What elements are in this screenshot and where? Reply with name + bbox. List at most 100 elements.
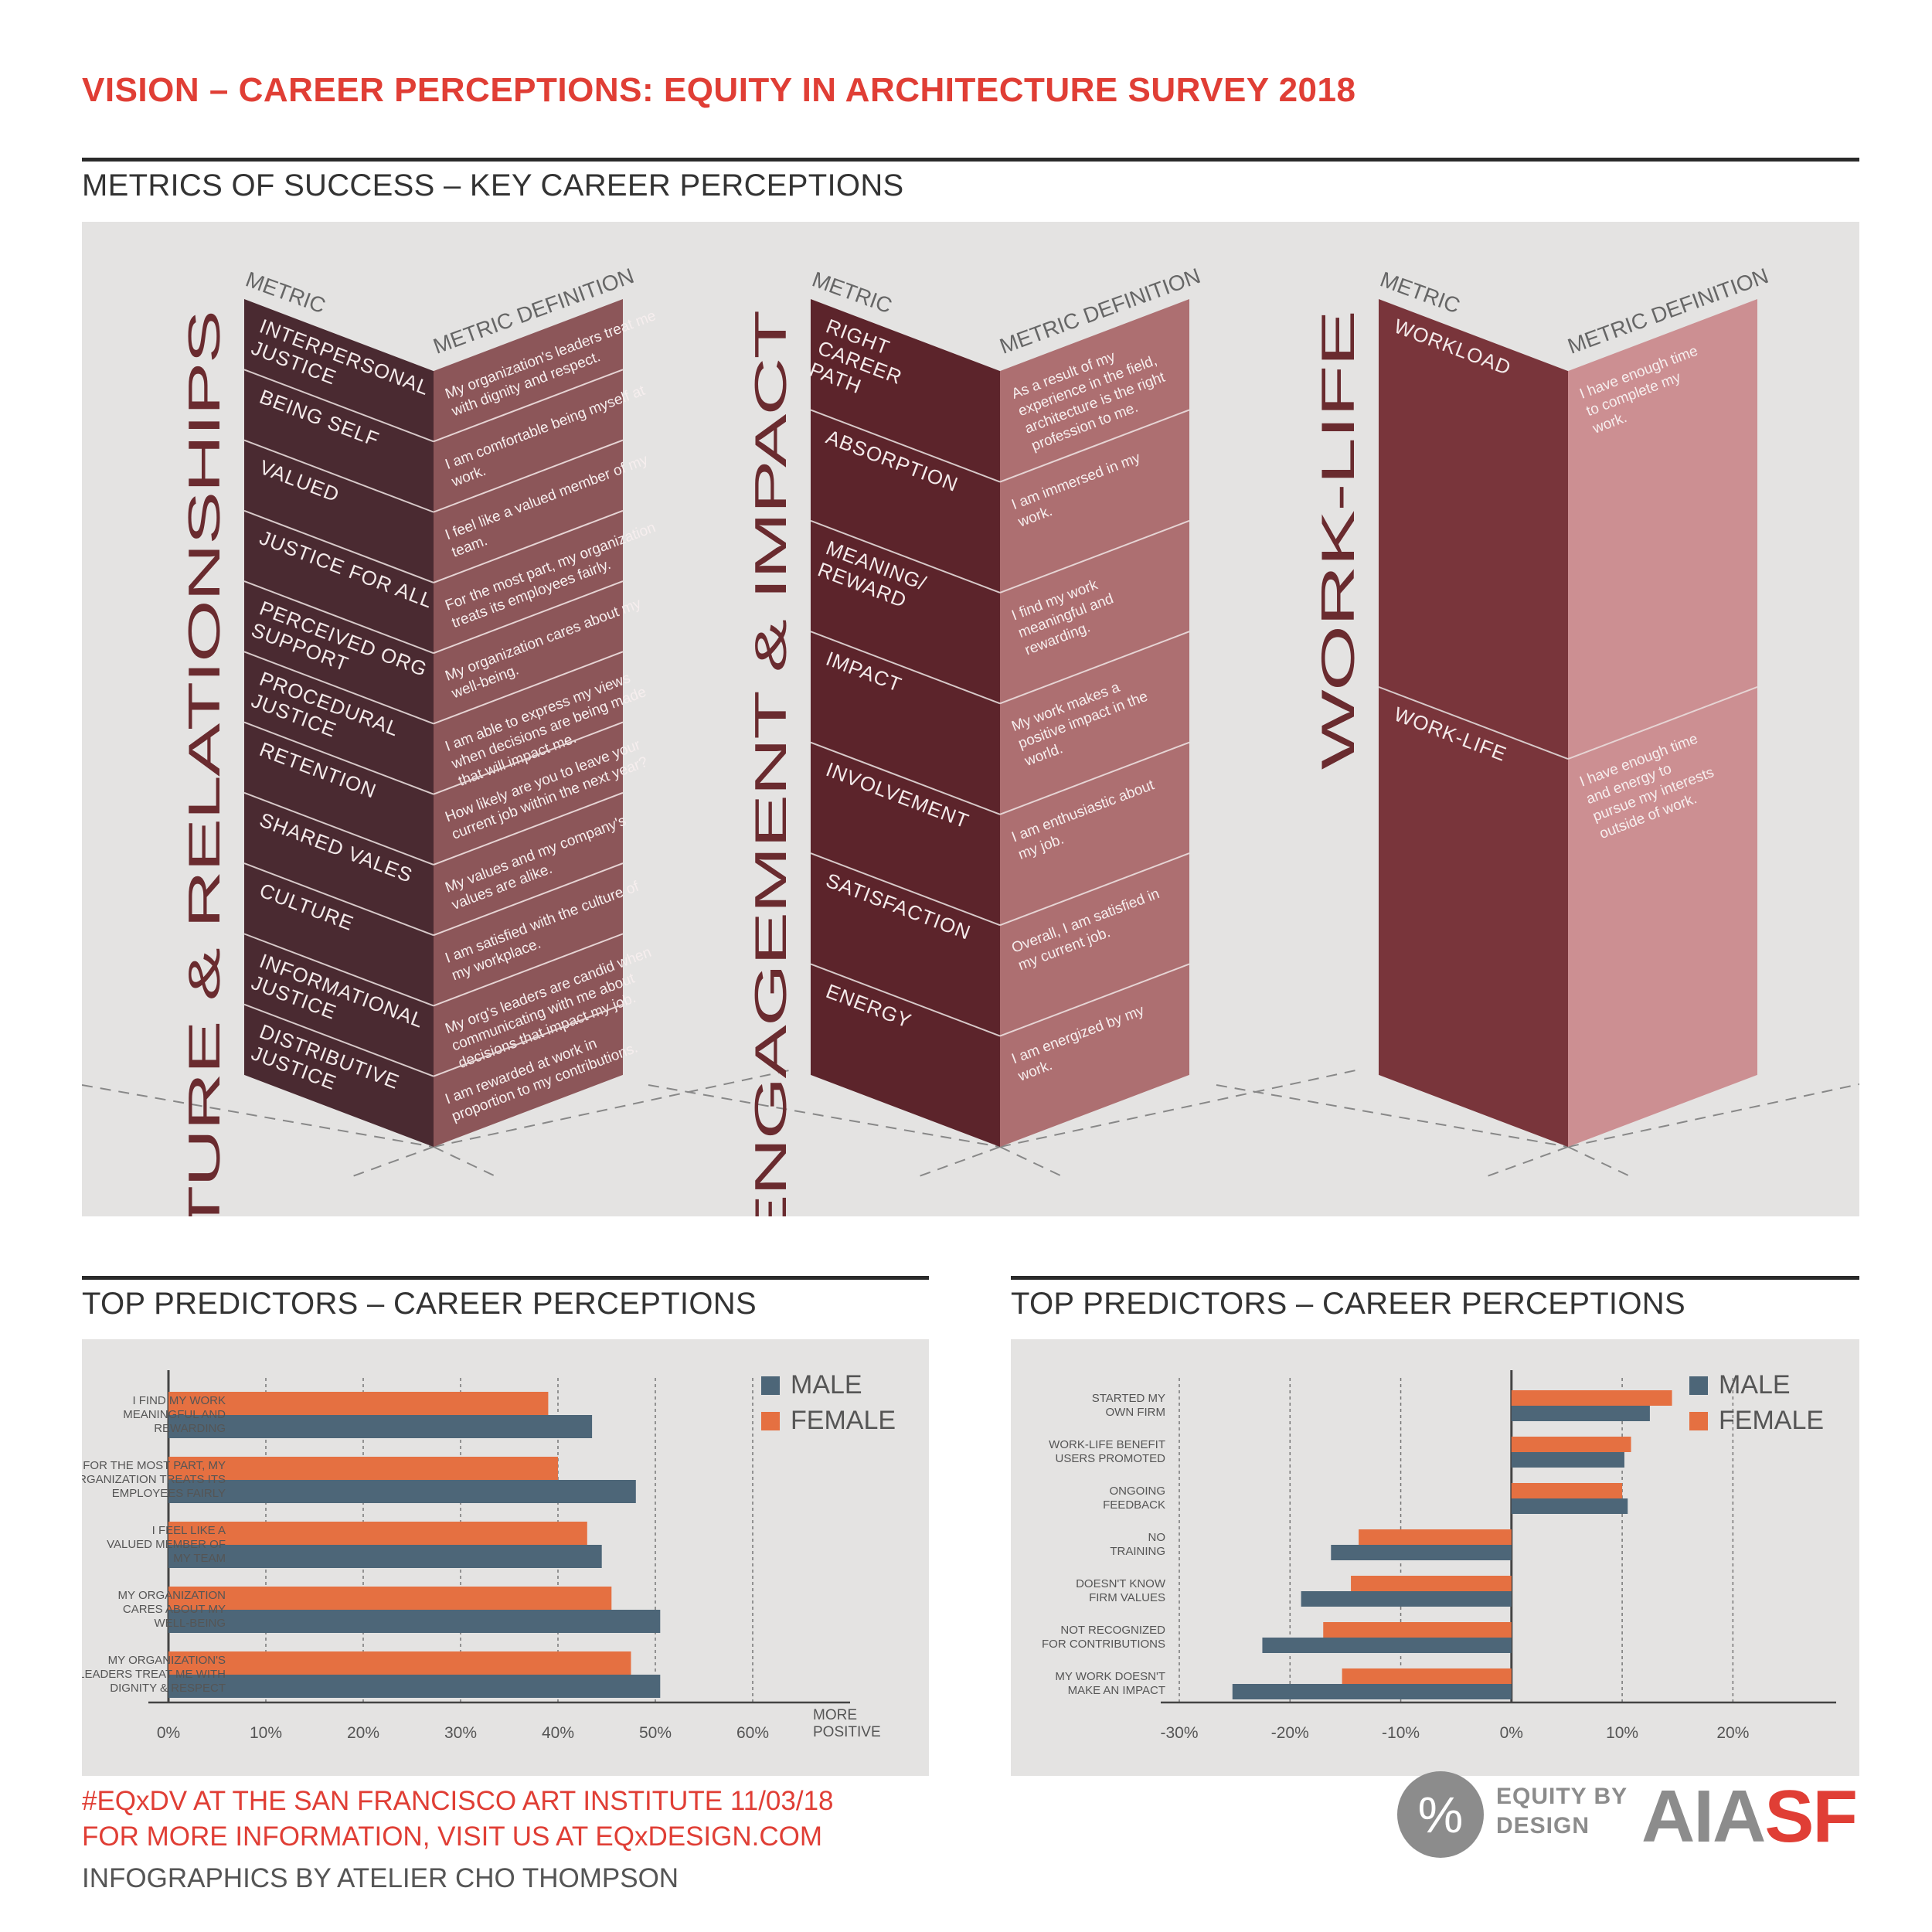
male-bar bbox=[1232, 1684, 1512, 1699]
floor-line bbox=[648, 1084, 1001, 1148]
block-title: CULTURE & RELATIONSHIPS bbox=[179, 311, 229, 1216]
female-bar bbox=[1359, 1529, 1512, 1545]
tick-label: 40% bbox=[542, 1724, 574, 1742]
aiasf-logo: AIASF bbox=[1641, 1774, 1858, 1859]
row-divider bbox=[1378, 686, 1569, 760]
row-divider bbox=[243, 791, 434, 866]
predictors-right-title: TOP PREDICTORS – CAREER PERCEPTIONS bbox=[1011, 1287, 1685, 1321]
row-divider bbox=[433, 509, 624, 583]
female-bar bbox=[1511, 1437, 1631, 1452]
female-bar bbox=[1323, 1622, 1512, 1638]
male-bar bbox=[1511, 1406, 1650, 1421]
page-title: VISION – CAREER PERCEPTIONS: EQUITY IN A… bbox=[82, 71, 1356, 109]
row-divider bbox=[999, 852, 1190, 927]
floor-line bbox=[999, 1069, 1360, 1148]
row-divider bbox=[243, 933, 434, 1007]
sf-text: SF bbox=[1764, 1775, 1858, 1858]
male-bar bbox=[1511, 1498, 1628, 1514]
male-bar bbox=[168, 1610, 661, 1633]
floor-line bbox=[433, 1146, 496, 1177]
block-title: WORK-LIFE bbox=[1311, 311, 1363, 770]
category-label: FOR THE MOST PART, MY ORGANIZATION TREATS… bbox=[82, 1459, 226, 1500]
category-label: STARTED MY OWN FIRM bbox=[1092, 1392, 1165, 1419]
legend-male-swatch bbox=[761, 1376, 780, 1395]
row-divider bbox=[243, 439, 434, 513]
legend-male-label: MALE bbox=[791, 1370, 862, 1400]
footer-website[interactable]: FOR MORE INFORMATION, VISIT US AT EQxDES… bbox=[82, 1821, 823, 1852]
legend-female-label: FEMALE bbox=[791, 1406, 896, 1435]
male-bar bbox=[168, 1415, 593, 1438]
metrics-panel: METRIC METRIC DEFINITION INTERPERSONALJUST… bbox=[81, 222, 1928, 1385]
category-label: I FIND MY WORK MEANINGFUL AND REWARDING bbox=[123, 1394, 226, 1435]
footer-credit: INFOGRAPHICS BY ATELIER CHO THOMPSON bbox=[82, 1863, 679, 1893]
tick-label: 0% bbox=[157, 1724, 180, 1742]
aia-text: AIA bbox=[1641, 1775, 1766, 1858]
footer: #EQxDV AT THE SAN FRANCISCO ART INSTITUT… bbox=[82, 1784, 834, 1896]
footer-event: #EQxDV AT THE SAN FRANCISCO ART INSTITUT… bbox=[82, 1786, 834, 1816]
row-divider bbox=[810, 741, 1001, 815]
chart-left-panel: 0% 10% 20% 30% 40% 50% 60% I FIND MY WORK MEANIN… bbox=[69, 1339, 929, 1776]
female-bar bbox=[1351, 1576, 1512, 1591]
female-bar bbox=[168, 1587, 612, 1610]
row-divider bbox=[433, 439, 624, 513]
female-bar bbox=[1342, 1668, 1512, 1684]
female-bar bbox=[1511, 1390, 1672, 1406]
floor-line bbox=[81, 1084, 434, 1148]
male-bar bbox=[1301, 1591, 1512, 1607]
floor-line bbox=[433, 1069, 794, 1148]
row-divider bbox=[433, 933, 624, 1007]
legend-female-label: FEMALE bbox=[1719, 1406, 1824, 1435]
category-label: NOT RECOGNIZED FOR CONTRIBUTIONS bbox=[1042, 1624, 1165, 1651]
floor-line bbox=[1216, 1084, 1569, 1148]
row-divider bbox=[433, 580, 624, 655]
logo-text-line1: EQUITY BY bbox=[1496, 1784, 1628, 1809]
male-bar bbox=[1511, 1452, 1624, 1468]
row-divider bbox=[999, 409, 1190, 483]
chart-left: 0% 10% 20% 30% 40% 50% 60% I FIND MY WORK MEANIN… bbox=[69, 1370, 896, 1742]
male-bar bbox=[1262, 1638, 1512, 1653]
metrics-diagram: METRIC METRIC DEFINITIONINTERPERSONALJUST… bbox=[81, 264, 1928, 1385]
row-divider bbox=[999, 519, 1190, 594]
tick-label: 20% bbox=[347, 1724, 379, 1742]
logo-text-line2: DESIGN bbox=[1496, 1813, 1590, 1838]
male-bar bbox=[1331, 1545, 1512, 1560]
tick-label: 60% bbox=[736, 1724, 769, 1742]
category-label: MY WORK DOESN'T MAKE AN IMPACT bbox=[1055, 1670, 1165, 1697]
divider bbox=[82, 158, 1859, 162]
category-label: WORK-LIFE BENEFIT USERS PROMOTED bbox=[1049, 1438, 1165, 1465]
row-divider bbox=[433, 1003, 624, 1077]
female-bar bbox=[168, 1651, 631, 1675]
row-divider bbox=[243, 721, 434, 795]
row-divider bbox=[243, 1003, 434, 1077]
floor-line bbox=[1567, 1146, 1631, 1177]
equity-by-design-logo: EQUITY BY DESIGN bbox=[1496, 1782, 1628, 1841]
metrics-section-title: METRICS OF SUCCESS – KEY CAREER PERCEPTI… bbox=[82, 168, 904, 202]
metric-face bbox=[244, 299, 434, 1147]
row-divider bbox=[243, 580, 434, 655]
row-divider bbox=[433, 791, 624, 866]
row-divider bbox=[810, 631, 1001, 705]
row-divider bbox=[999, 631, 1190, 705]
metric-face bbox=[811, 299, 1000, 1147]
tick-label: 10% bbox=[250, 1724, 282, 1742]
predictors-left-title: TOP PREDICTORS – CAREER PERCEPTIONS bbox=[82, 1287, 757, 1321]
row-divider bbox=[810, 963, 1001, 1037]
row-divider bbox=[433, 721, 624, 795]
tick-label: 0% bbox=[1500, 1724, 1523, 1742]
female-bar bbox=[168, 1392, 549, 1415]
female-bar bbox=[168, 1457, 558, 1480]
row-divider bbox=[243, 651, 434, 725]
legend-female-swatch bbox=[1689, 1412, 1708, 1430]
row-divider bbox=[433, 651, 624, 725]
category-label: MY ORGANIZATION'S LEADERS TREAT ME WITH DI… bbox=[82, 1654, 226, 1695]
legend-male-label: MALE bbox=[1719, 1370, 1791, 1400]
logo-area: % EQUITY BY DESIGN AIASF bbox=[1397, 1770, 1861, 1870]
female-bar bbox=[1511, 1483, 1623, 1498]
axis-label: MORE POSITIVE bbox=[813, 1707, 881, 1740]
row-divider bbox=[999, 741, 1190, 815]
chart-right: -30% -20% -10% 0% 10% 20% STARTED MY OWN FIRM WO… bbox=[1042, 1370, 1836, 1742]
tick-label: 10% bbox=[1606, 1724, 1638, 1742]
category-label: MY ORGANIZATION CARES ABOUT MY WELL-BEING bbox=[118, 1589, 226, 1630]
